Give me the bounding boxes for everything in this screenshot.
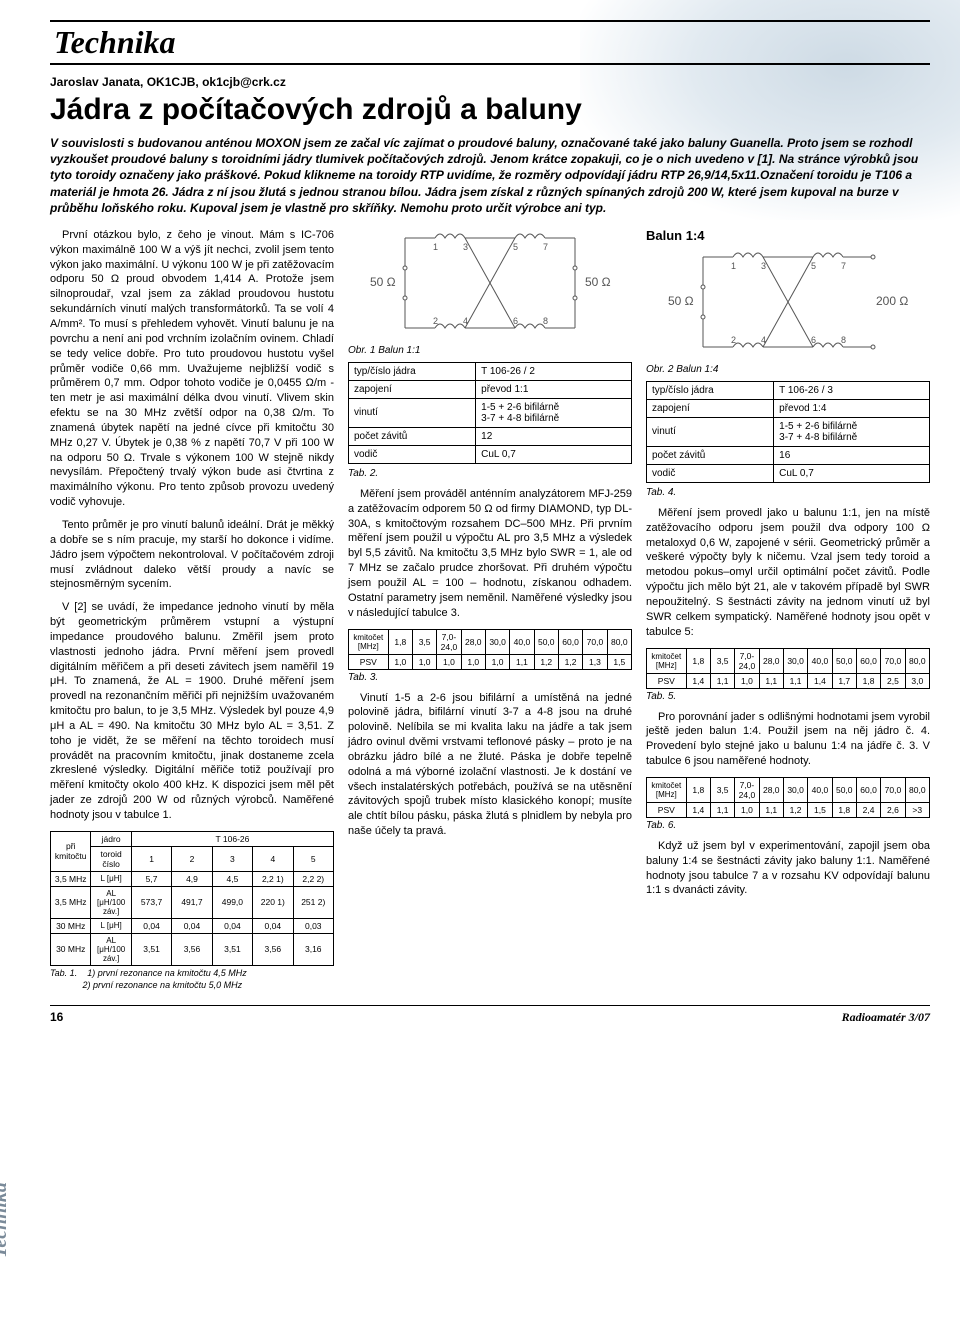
svg-text:50 Ω: 50 Ω	[370, 275, 396, 289]
table-3: kmitočet [MHz] 1,83,57,0-24,028,030,040,…	[348, 629, 632, 670]
svg-text:1: 1	[731, 261, 736, 271]
t1-h-freq: při kmitočtu	[51, 831, 91, 871]
article-title: Jádra z počítačových zdrojů a baluny	[50, 93, 930, 127]
col1-p1: První otázkou bylo, z čeho je vinout. Má…	[50, 228, 334, 510]
page-number: 16	[50, 1010, 63, 1025]
svg-text:8: 8	[841, 335, 846, 345]
t1-h-2: 2	[172, 846, 212, 871]
t1-h-3: 3	[212, 846, 252, 871]
svg-text:50 Ω: 50 Ω	[585, 275, 611, 289]
t1-h-1: 1	[131, 846, 171, 871]
col3-p2: Pro porovnání jader s odlišnými hodnotam…	[646, 710, 930, 769]
t1-caption: Tab. 1.	[50, 968, 77, 978]
svg-text:50 Ω: 50 Ω	[668, 294, 694, 308]
table-6-caption: Tab. 6.	[646, 820, 930, 831]
table-1-notes: Tab. 1. 1) první rezonance na kmitočtu 4…	[50, 968, 334, 991]
t1-r4: 30 MHzAL [μH/100 záv.]3,513,563,513,563,…	[51, 933, 334, 965]
svg-text:3: 3	[463, 242, 468, 252]
t1-h-type: T 106-26	[131, 831, 333, 846]
t1-h-5: 5	[293, 846, 333, 871]
col1-p3: V [2] se uvádí, že impedance jednoho vin…	[50, 600, 334, 823]
magazine-issue: Radioamatér 3/07	[842, 1010, 930, 1025]
svg-text:3: 3	[761, 261, 766, 271]
svg-text:7: 7	[543, 242, 548, 252]
column-2: 50 Ω 50 Ω 1 3 5 7 2 4	[348, 228, 632, 991]
t1-r1: 3,5 MHzL [μH]5,74,94,52,2 1)2,2 2)	[51, 871, 334, 886]
svg-text:4: 4	[463, 316, 468, 326]
col2-p1: Měření jsem prováděl anténním analyzátor…	[348, 487, 632, 621]
table-4-caption: Tab. 4.	[646, 487, 930, 498]
fig-1-caption: Obr. 1 Balun 1:1	[348, 345, 632, 356]
table-6: kmitočet [MHz] 1,83,57,0-24,028,030,040,…	[646, 777, 930, 818]
table-3-caption: Tab. 3.	[348, 672, 632, 683]
byline: Jaroslav Janata, OK1CJB, ok1cjb@crk.cz	[50, 75, 930, 89]
svg-text:8: 8	[543, 316, 548, 326]
page: Technika Jaroslav Janata, OK1CJB, ok1cjb…	[0, 0, 960, 1338]
side-section-label: Technika	[0, 1182, 12, 1258]
t1-r3: 30 MHzL [μH]0,040,040,040,040,03	[51, 918, 334, 933]
balun-1-4-heading: Balun 1:4	[646, 228, 930, 243]
table-5-caption: Tab. 5.	[646, 691, 930, 702]
lead-paragraph: V souvislosti s budovanou anténou MOXON …	[50, 135, 930, 216]
col2-p2: Vinutí 1-5 a 2-6 jsou bifilární a umístě…	[348, 691, 632, 839]
svg-text:5: 5	[811, 261, 816, 271]
schematic-balun-1-1: 50 Ω 50 Ω 1 3 5 7 2 4	[348, 228, 632, 338]
svg-text:2: 2	[433, 316, 438, 326]
t1-r2: 3,5 MHzAL [μH/100 záv.]573,7491,7499,022…	[51, 886, 334, 918]
svg-text:200 Ω: 200 Ω	[876, 294, 908, 308]
t1-note2: 2) první rezonance na kmitočtu 5,0 MHz	[83, 980, 243, 990]
schematic-balun-1-4: 50 Ω 200 Ω 1 3 5 7 2 4 6 8	[646, 247, 930, 357]
page-footer: 16 Radioamatér 3/07	[50, 1005, 930, 1025]
svg-text:4: 4	[761, 335, 766, 345]
column-3: Balun 1:4 50 Ω 200 Ω 1 3 5 7 2 4 6 8	[646, 228, 930, 991]
table-1: při kmitočtu jádro T 106-26 toroid číslo…	[50, 831, 334, 966]
section-title: Technika	[50, 24, 930, 61]
fig-2-caption: Obr. 2 Balun 1:4	[646, 364, 930, 375]
section-header: Technika	[50, 20, 930, 65]
table-4: typ/číslo jádraT 106-26 / 3 zapojenípřev…	[646, 381, 930, 483]
svg-text:5: 5	[513, 242, 518, 252]
svg-text:6: 6	[811, 335, 816, 345]
t1-h-group: jádro	[91, 831, 131, 846]
table-5: kmitočet [MHz] 1,83,57,0-24,028,030,040,…	[646, 648, 930, 689]
col1-p2: Tento průměr je pro vinutí balunů ideáln…	[50, 518, 334, 592]
svg-text:6: 6	[513, 316, 518, 326]
svg-text:2: 2	[731, 335, 736, 345]
table-2-caption: Tab. 2.	[348, 468, 632, 479]
svg-text:1: 1	[433, 242, 438, 252]
t1-h-4: 4	[253, 846, 293, 871]
content-columns: První otázkou bylo, z čeho je vinout. Má…	[50, 228, 930, 991]
table-2: typ/číslo jádraT 106-26 / 2 zapojenípřev…	[348, 362, 632, 464]
t1-note1: 1) první rezonance na kmitočtu 4,5 MHz	[87, 968, 247, 978]
column-1: První otázkou bylo, z čeho je vinout. Má…	[50, 228, 334, 991]
col3-p1: Měření jsem provedl jako u balunu 1:1, j…	[646, 506, 930, 640]
svg-text:7: 7	[841, 261, 846, 271]
col3-p3: Když už jsem byl v experimentování, zapo…	[646, 839, 930, 898]
t1-h-toroid: toroid číslo	[91, 846, 131, 871]
